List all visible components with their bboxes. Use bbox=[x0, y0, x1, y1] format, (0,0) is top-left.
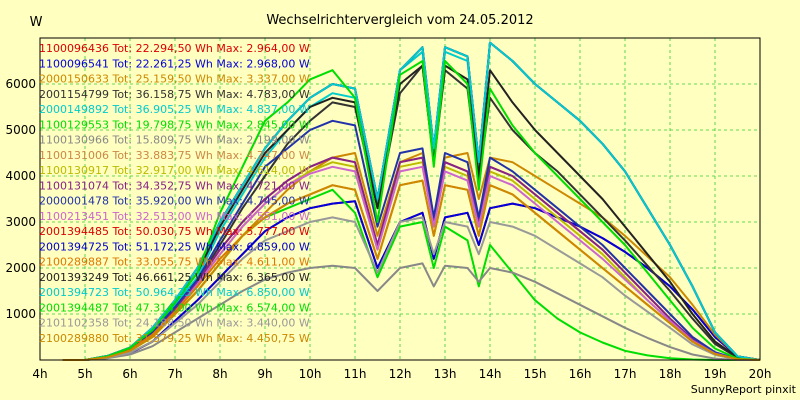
y-tick-label: 6000 bbox=[5, 77, 36, 91]
legend-entry: 1100131006 Tot: 33.883,75 Wh Max: 4.747,… bbox=[39, 149, 310, 162]
x-tick-label: 5h bbox=[77, 367, 92, 381]
legend-entry: 2000001478 Tot: 35.920,00 Wh Max: 4.745,… bbox=[39, 195, 310, 208]
legend-entry: 2000150633 Tot: 25.159,50 Wh Max: 3.337,… bbox=[39, 73, 310, 86]
y-tick-label: 2000 bbox=[5, 261, 36, 275]
legend-entry: 1100096541 Tot: 22.261,25 Wh Max: 2.968,… bbox=[39, 57, 310, 70]
chart-title: Wechselrichtervergleich vom 24.05.2012 bbox=[266, 13, 533, 28]
y-axis-unit: W bbox=[30, 15, 43, 30]
legend-entry: 2001393249 Tot: 46.661,25 Wh Max: 6.365,… bbox=[39, 271, 310, 284]
x-axis-ticks: 4h 5h 6h 7h 8h 9h 10h 11h 12h 13h 14h 15h 16h 17h 18h 1… bbox=[32, 367, 771, 381]
legend-entry: 1100213451 Tot: 32.513,00 Wh Max: 4.551,… bbox=[39, 210, 310, 223]
legend-entry: 2000149892 Tot: 36.905,25 Wh Max: 4.837,… bbox=[39, 103, 310, 116]
x-tick-label: 12h bbox=[389, 367, 412, 381]
series-line bbox=[62, 179, 761, 361]
plot-frame bbox=[39, 37, 761, 361]
x-tick-label: 8h bbox=[212, 367, 227, 381]
series-line bbox=[62, 119, 761, 361]
y-tick-label: 1000 bbox=[5, 307, 36, 321]
legend-entry: 1100130917 Tot: 32.917,00 Wh Max: 4.614,… bbox=[39, 164, 310, 177]
legend-entry: 2001394723 Tot: 50.964,25 Wh Max: 6.850,… bbox=[39, 286, 310, 299]
series-line bbox=[62, 156, 761, 361]
x-tick-label: 15h bbox=[524, 367, 547, 381]
legend-entry: 2001394485 Tot: 50.030,75 Wh Max: 5.777,… bbox=[39, 225, 310, 238]
legend-entry: 1100129553 Tot: 19.798,75 Wh Max: 2.845,… bbox=[39, 118, 310, 131]
x-tick-label: 9h bbox=[257, 367, 272, 381]
x-tick-label: 17h bbox=[614, 367, 637, 381]
legend-entry: 2001394725 Tot: 51.172,25 Wh Max: 6.859,… bbox=[39, 240, 310, 253]
legend-entry: 2100289880 Tot: 31.579,25 Wh Max: 4.450,… bbox=[39, 332, 310, 345]
x-tick-label: 10h bbox=[299, 367, 322, 381]
x-tick-label: 19h bbox=[704, 367, 727, 381]
series-line bbox=[62, 262, 760, 361]
legend-entry: 1100131074 Tot: 34.352,75 Wh Max: 4.721,… bbox=[39, 179, 310, 192]
y-tick-label: 3000 bbox=[5, 215, 36, 229]
legend-entry: 2101102358 Tot: 24.188,50 Wh Max: 3.440,… bbox=[39, 317, 310, 330]
legend-entry: 2001154799 Tot: 36.158,75 Wh Max: 4.783,… bbox=[39, 88, 310, 101]
legend-entry: 2100289887 Tot: 33.055,75 Wh Max: 4.611,… bbox=[39, 256, 310, 269]
series-line bbox=[62, 60, 761, 361]
x-tick-label: 18h bbox=[659, 367, 682, 381]
x-tick-label: 16h bbox=[569, 367, 592, 381]
x-tick-label: 14h bbox=[479, 367, 502, 381]
series-line bbox=[62, 216, 761, 361]
x-tick-label: 7h bbox=[167, 367, 182, 381]
legend-entry: 2001394487 Tot: 47.314,00 Wh Max: 6.574,… bbox=[39, 301, 310, 314]
y-tick-label: 4000 bbox=[5, 169, 36, 183]
credit-label: SunnyReport pinxit bbox=[691, 383, 797, 396]
x-tick-label: 4h bbox=[32, 367, 47, 381]
series-lines bbox=[62, 41, 761, 361]
x-tick-label: 20h bbox=[749, 367, 772, 381]
y-axis-ticks: 1000 2000 3000 4000 5000 6000 bbox=[5, 77, 36, 321]
legend-entry: 1100096436 Tot: 22.294,50 Wh Max: 2.964,… bbox=[39, 42, 310, 55]
x-tick-label: 11h bbox=[344, 367, 367, 381]
legend: 1100096436 Tot: 22.294,50 Wh Max: 2.964,… bbox=[39, 42, 310, 345]
y-tick-label: 5000 bbox=[5, 123, 36, 137]
x-tick-label: 6h bbox=[122, 367, 137, 381]
legend-entry: 1100130966 Tot: 15.809,75 Wh Max: 2.199,… bbox=[39, 134, 310, 147]
x-tick-label: 13h bbox=[434, 367, 457, 381]
series-line bbox=[62, 41, 761, 361]
